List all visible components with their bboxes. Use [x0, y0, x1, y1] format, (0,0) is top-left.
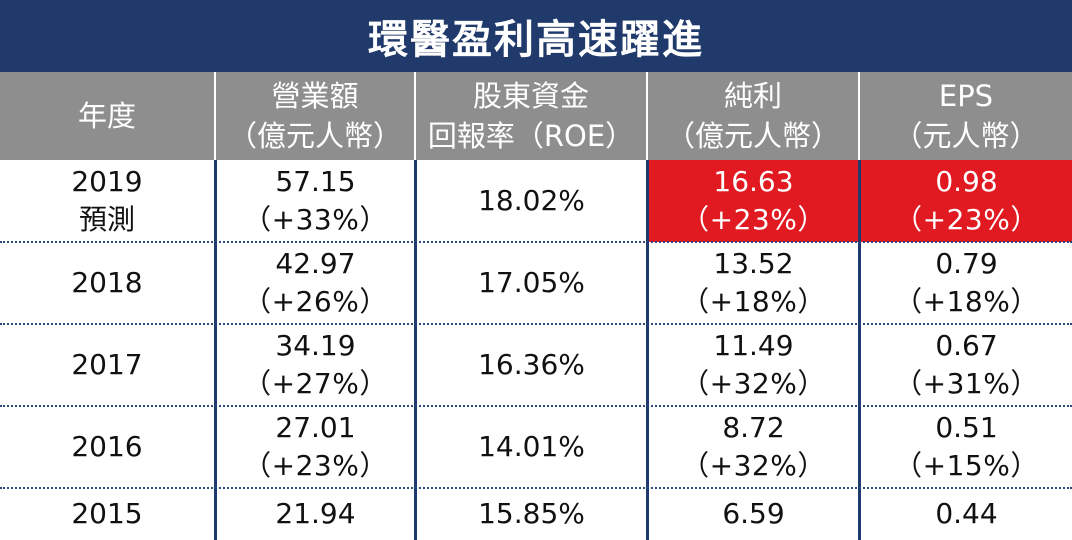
header-revenue-line2: （億元人幣）	[227, 119, 402, 153]
cell-roe: 15.85%	[414, 488, 646, 540]
header-year-label: 年度	[77, 99, 136, 133]
year-value: 2016	[71, 430, 143, 463]
cell-roe: 14.01%	[414, 406, 646, 488]
year-note: 預測	[78, 203, 135, 236]
cell-eps-highlight: 0.98 （+23%）	[858, 160, 1072, 242]
eps-value: 0.79	[935, 247, 998, 280]
eps-value: 0.44	[935, 497, 998, 530]
roe-value: 14.01%	[478, 430, 585, 463]
cell-eps: 0.79 （+18%）	[858, 242, 1072, 324]
row-divider	[0, 323, 1072, 325]
table-row: 2019 預測 57.15 （+33%） 18.02% 16.63 （+23%）…	[0, 160, 1072, 242]
cell-revenue: 57.15 （+33%）	[214, 160, 414, 242]
header-profit-line1: 純利	[723, 79, 782, 113]
roe-value: 18.02%	[478, 184, 585, 217]
cell-eps: 0.44	[858, 488, 1072, 540]
header-revenue: 營業額 （億元人幣）	[214, 72, 414, 160]
revenue-value: 57.15	[275, 165, 356, 198]
roe-value: 17.05%	[478, 266, 585, 299]
table-title: 環醫盈利高速躍進	[0, 0, 1072, 72]
cell-roe: 18.02%	[414, 160, 646, 242]
revenue-growth: （+27%）	[243, 367, 388, 400]
header-eps: EPS （元人幣）	[858, 72, 1072, 160]
revenue-growth: （+23%）	[243, 449, 388, 482]
roe-value: 16.36%	[478, 348, 585, 381]
cell-revenue: 34.19 （+27%）	[214, 324, 414, 406]
year-value: 2019	[71, 165, 143, 198]
header-profit-line2: （億元人幣）	[665, 119, 840, 153]
cell-profit: 11.49 （+32%）	[646, 324, 858, 406]
year-value: 2017	[71, 348, 143, 381]
cell-profit-highlight: 16.63 （+23%）	[646, 160, 858, 242]
year-value: 2018	[71, 266, 143, 299]
cell-profit: 6.59	[646, 488, 858, 540]
header-year: 年度	[0, 72, 214, 160]
cell-year: 2018	[0, 242, 214, 324]
eps-growth: （+18%）	[894, 285, 1039, 318]
table-row: 2017 34.19 （+27%） 16.36% 11.49 （+32%） 0.…	[0, 324, 1072, 406]
cell-profit: 13.52 （+18%）	[646, 242, 858, 324]
profit-value: 16.63	[713, 165, 794, 198]
cell-profit: 8.72 （+32%）	[646, 406, 858, 488]
header-eps-line1: EPS	[938, 79, 994, 113]
cell-eps: 0.67 （+31%）	[858, 324, 1072, 406]
eps-value: 0.51	[935, 411, 998, 444]
header-roe: 股東資金 回報率（ROE）	[414, 72, 646, 160]
revenue-value: 34.19	[275, 329, 356, 362]
cell-year: 2019 預測	[0, 160, 214, 242]
eps-growth: （+23%）	[894, 203, 1039, 236]
profit-growth: （+23%）	[681, 203, 826, 236]
eps-value: 0.98	[935, 165, 998, 198]
revenue-value: 27.01	[275, 411, 356, 444]
revenue-growth: （+33%）	[243, 203, 388, 236]
cell-eps: 0.51 （+15%）	[858, 406, 1072, 488]
header-roe-line1: 股東資金	[472, 79, 589, 113]
row-divider	[0, 487, 1072, 489]
revenue-growth: （+26%）	[243, 285, 388, 318]
table-row: 2015 21.94 15.85% 6.59 0.44	[0, 488, 1072, 540]
cell-revenue: 27.01 （+23%）	[214, 406, 414, 488]
header-profit: 純利 （億元人幣）	[646, 72, 858, 160]
table-header: 年度 營業額 （億元人幣） 股東資金 回報率（ROE） 純利 （億元人幣） EP…	[0, 72, 1072, 160]
eps-growth: （+31%）	[894, 367, 1039, 400]
row-divider	[0, 241, 1072, 243]
revenue-value: 21.94	[275, 497, 356, 530]
profit-growth: （+18%）	[681, 285, 826, 318]
eps-growth: （+15%）	[894, 449, 1039, 482]
header-eps-line2: （元人幣）	[893, 119, 1039, 153]
header-roe-line2: 回報率（ROE）	[427, 119, 635, 153]
profit-growth: （+32%）	[681, 449, 826, 482]
revenue-value: 42.97	[275, 247, 356, 280]
profit-growth: （+32%）	[681, 367, 826, 400]
table-row: 2018 42.97 （+26%） 17.05% 13.52 （+18%） 0.…	[0, 242, 1072, 324]
profit-value: 8.72	[722, 411, 785, 444]
cell-year: 2017	[0, 324, 214, 406]
cell-year: 2016	[0, 406, 214, 488]
cell-year: 2015	[0, 488, 214, 540]
row-divider	[0, 405, 1072, 407]
year-value: 2015	[71, 497, 143, 530]
roe-value: 15.85%	[478, 497, 585, 530]
table-row: 2016 27.01 （+23%） 14.01% 8.72 （+32%） 0.5…	[0, 406, 1072, 488]
header-revenue-line1: 營業額	[271, 79, 359, 113]
cell-roe: 16.36%	[414, 324, 646, 406]
cell-roe: 17.05%	[414, 242, 646, 324]
profit-value: 13.52	[713, 247, 794, 280]
cell-revenue: 42.97 （+26%）	[214, 242, 414, 324]
cell-revenue: 21.94	[214, 488, 414, 540]
profit-value: 6.59	[722, 497, 785, 530]
profit-value: 11.49	[713, 329, 794, 362]
eps-value: 0.67	[935, 329, 998, 362]
